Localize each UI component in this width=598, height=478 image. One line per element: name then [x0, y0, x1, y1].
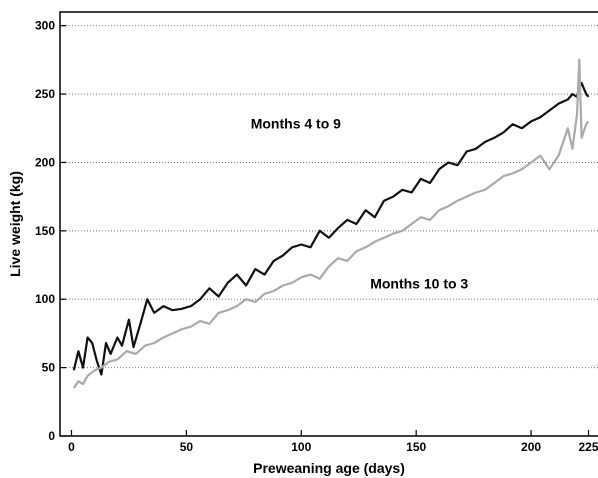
x-axis: 0 50 100 150 200 225	[68, 430, 598, 454]
x-tick-label-50: 50	[180, 440, 194, 454]
y-tick-label-300: 300	[35, 19, 55, 33]
annotation-2: Months 10 to 3	[370, 275, 468, 291]
y-tick-label-250: 250	[35, 87, 55, 101]
y-axis: 0 50 100 150 200 250 300	[35, 19, 66, 443]
x-tick-label-0: 0	[68, 440, 75, 454]
plot-area	[59, 11, 598, 437]
y-tick-label-0: 0	[48, 429, 55, 443]
y-tick-label-100: 100	[35, 292, 55, 306]
x-tick-label-200: 200	[521, 440, 541, 454]
annotation-1: Months 4 to 9	[251, 115, 341, 131]
x-tick-label-225: 225	[578, 440, 598, 454]
y-tick-label-150: 150	[35, 224, 55, 238]
y-tick-label-50: 50	[42, 361, 56, 375]
series-line-1	[72, 81, 590, 376]
x-axis-title: Preweaning age (days)	[253, 460, 405, 476]
x-tick-label-100: 100	[291, 440, 311, 454]
y-tick-label-200: 200	[35, 155, 55, 169]
annotations: Months 4 to 9 Months 10 to 3	[251, 115, 469, 291]
series-line-2	[72, 58, 590, 389]
x-tick-label-150: 150	[406, 440, 426, 454]
y-axis-title: Live weight (kg)	[7, 171, 23, 277]
series-group	[72, 58, 590, 389]
grid-lines	[60, 25, 598, 369]
